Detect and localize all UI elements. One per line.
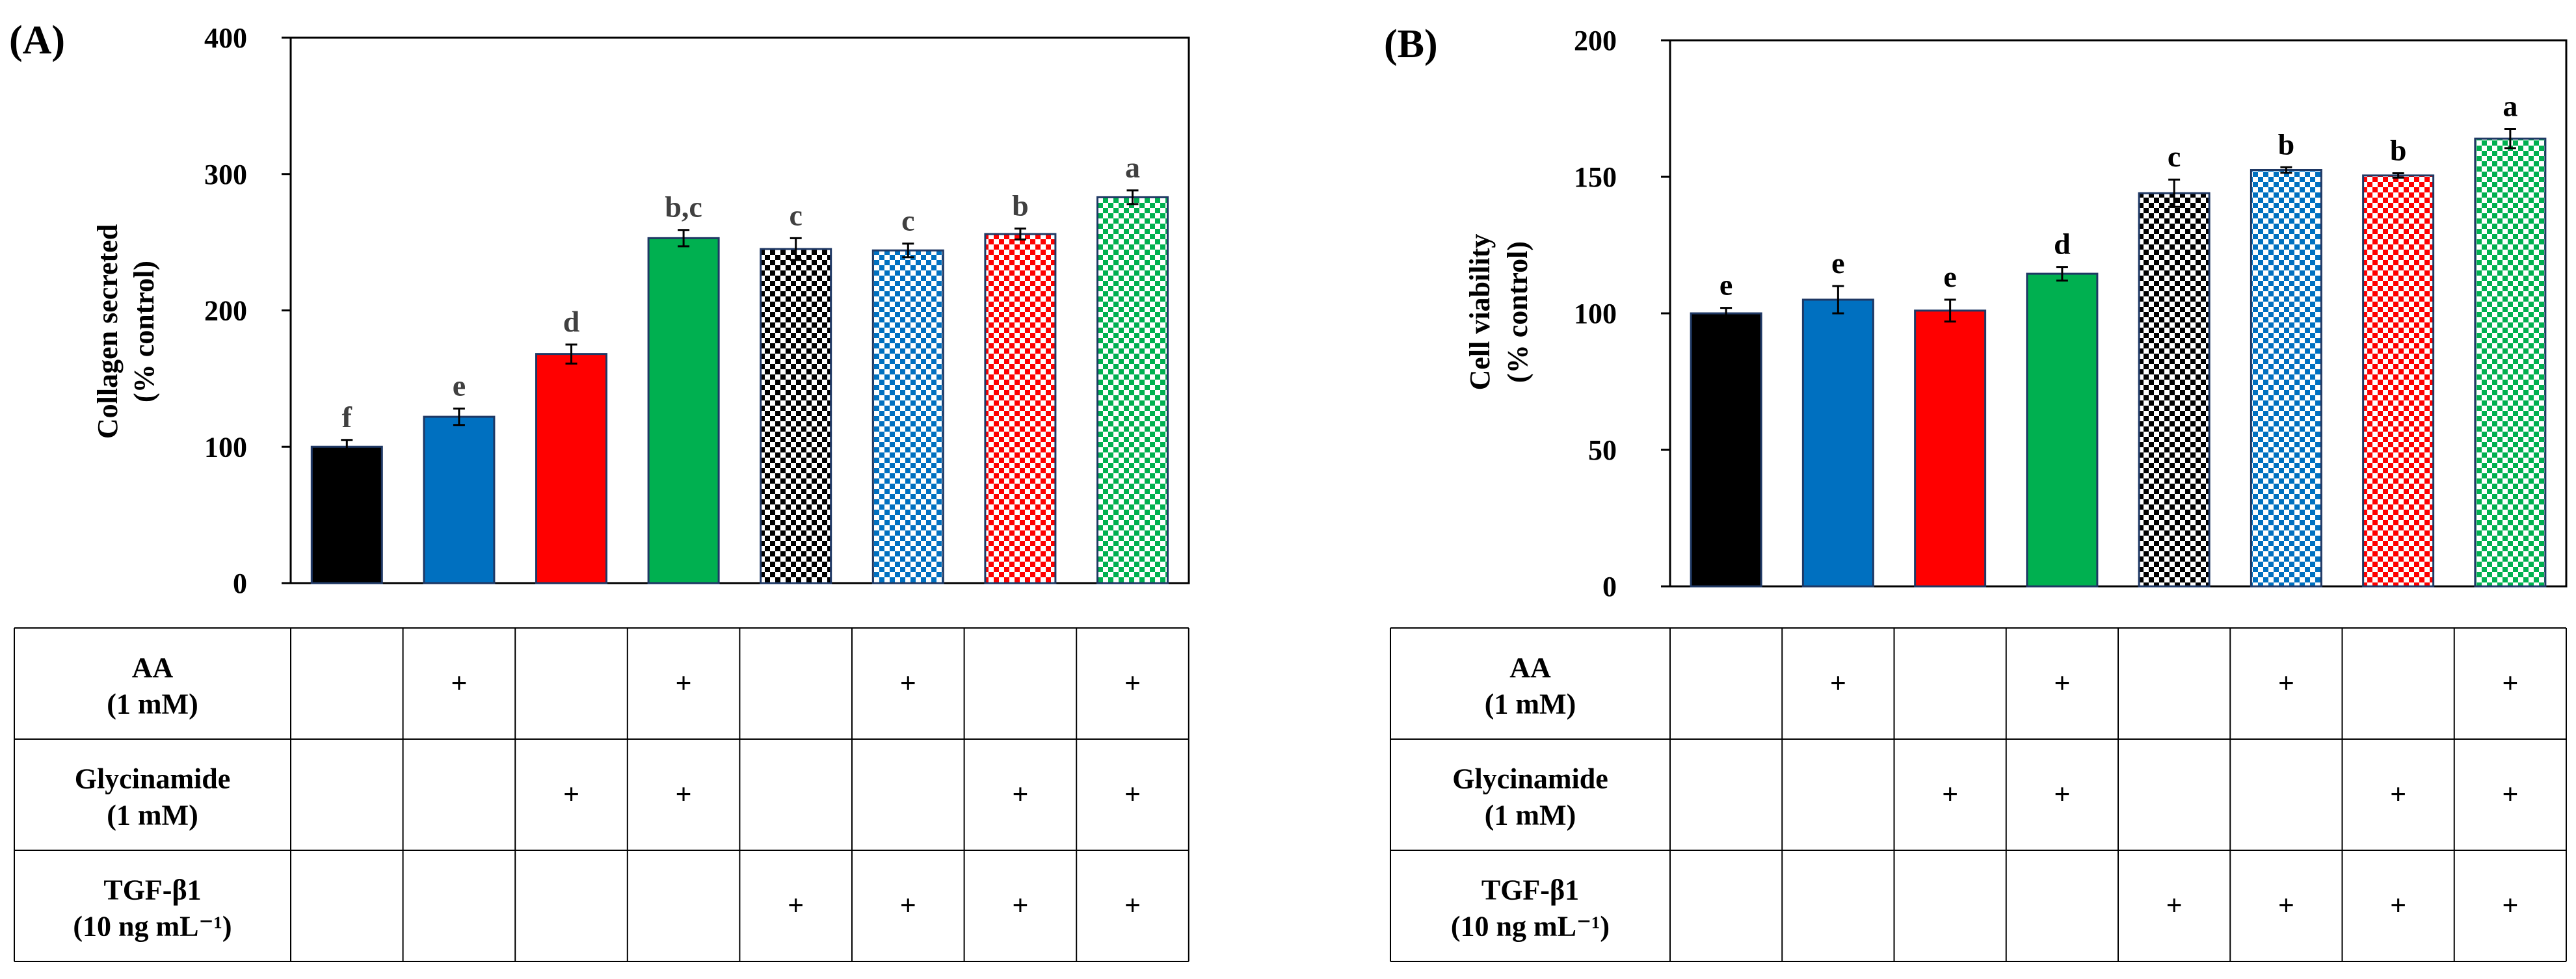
treatment-mark: + [788,890,804,922]
y-tick-label: 50 [1588,434,1617,466]
table-row-sublabel: (1 mM) [107,800,198,831]
panel-a: (A) Collagen secreted (% control) 0 100 20… [9,18,1190,962]
treatment-mark: + [451,668,467,699]
panel-b-label: (B) [1384,22,1438,66]
treatment-mark: + [2166,890,2183,922]
significance-letter: c [2168,140,2181,173]
y-tick-label: 200 [1574,25,1617,57]
panel-a-treatment-table: AA (1 mM) + + + + Glycinamide (1 mM) + + + + TGF-β1 (… [14,627,1189,962]
significance-letter: b,c [665,190,702,224]
treatment-mark: + [1124,668,1141,699]
table-row-sublabel: (10 ng mL⁻¹) [73,911,232,943]
significance-letter: f [342,400,352,434]
treatment-mark: + [2054,779,2070,811]
treatment-mark: + [900,668,916,699]
y-tick-label: 300 [204,159,247,190]
bar [423,415,496,584]
bar [2138,192,2211,588]
table-row-label: TGF-β1 [103,874,201,906]
treatment-mark: + [1012,890,1028,922]
table-row-label: Glycinamide [1452,763,1608,795]
bar [871,249,944,584]
y-tick-label: 150 [1574,161,1617,193]
bar [647,237,720,584]
significance-letter: c [789,198,802,231]
treatment-mark: + [563,779,579,811]
bar [1801,298,1874,588]
bar [535,353,607,584]
y-tick-label: 100 [1574,298,1617,330]
treatment-mark: + [900,890,916,922]
bar [2362,174,2435,588]
panel-a-ylabel-line1: Collagen secreted [92,224,124,439]
panel-a-bars: f e d b,c c c b a [310,151,1169,584]
table-row-label: Glycinamide [75,763,231,795]
bar [1096,196,1169,584]
significance-letter: e [453,369,466,402]
bar [1690,312,1762,588]
treatment-mark: + [1942,779,1958,811]
y-tick-label: 100 [204,431,247,463]
treatment-mark: + [1830,668,1846,699]
treatment-mark: + [1012,779,1028,811]
panel-b-y-axis: 0 50 100 150 200 [1574,25,1670,603]
panel-a-label: (A) [9,18,65,62]
treatment-mark: + [2278,668,2294,699]
treatment-mark: + [2390,890,2406,922]
significance-letter: e [1831,246,1844,280]
treatment-mark: + [2278,890,2294,922]
significance-letter: c [901,204,914,237]
bar [2474,137,2547,588]
significance-letter: d [2054,228,2071,261]
significance-letter: a [1125,151,1140,184]
panel-b-bars: e e e d c b b a [1690,90,2547,588]
bar [310,445,383,584]
treatment-mark: + [2390,779,2406,811]
bar [984,233,1057,584]
y-tick-label: 400 [204,22,247,54]
significance-letter: b [2390,134,2407,167]
treatment-mark: + [676,668,692,699]
panel-a-ylabel-line2: (% control) [128,261,160,402]
y-tick-label: 0 [1602,571,1617,603]
table-row-sublabel: (1 mM) [1485,688,1576,720]
panel-b-ylabel-line1: Cell viability [1464,234,1496,391]
panel-b: (B) Cell viability (% control) 0 50 100 150… [1384,22,2568,962]
table-row-label: AA [132,652,174,684]
table-row-sublabel: (10 ng mL⁻¹) [1451,911,1610,943]
bar [2026,272,2099,588]
bar [760,248,832,584]
treatment-mark: + [2054,668,2070,699]
treatment-mark: + [1124,890,1141,922]
treatment-mark: + [2502,779,2518,811]
panel-b-treatment-table: AA (1 mM) + + + + Glycinamide (1 mM) + + + + TGF-β1 (… [1390,627,2567,962]
table-row-label: AA [1509,652,1551,684]
bar [2250,169,2322,588]
y-tick-label: 0 [233,568,247,599]
treatment-mark: + [2502,668,2518,699]
table-row-sublabel: (1 mM) [1485,800,1576,831]
table-row-sublabel: (1 mM) [107,688,198,720]
panel-a-y-axis: 0 100 200 300 400 [204,22,291,599]
treatment-mark: + [676,779,692,811]
significance-letter: e [1720,268,1733,302]
table-row-label: TGF-β1 [1481,874,1579,906]
significance-letter: b [1012,189,1029,222]
significance-letter: a [2503,90,2517,123]
significance-letter: b [2278,127,2295,161]
treatment-mark: + [1124,779,1141,811]
bar [1914,309,1987,588]
treatment-mark: + [2502,890,2518,922]
y-tick-label: 200 [204,295,247,327]
significance-letter: d [563,305,580,338]
significance-letter: e [1943,260,1956,293]
panel-b-ylabel-line2: (% control) [1502,241,1534,383]
